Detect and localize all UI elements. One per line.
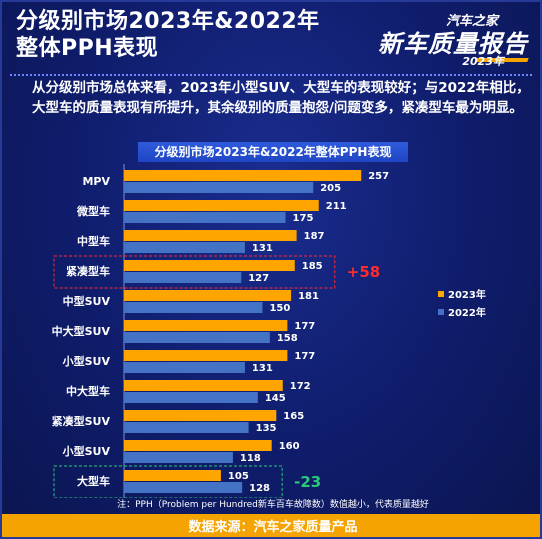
legend-label: 2023年 [448,288,486,301]
legend-swatch-2022 [438,309,444,315]
legend-swatch-2023 [438,291,444,297]
bar-2022 [124,182,314,193]
data-label: 211 [326,201,347,212]
bar-2023 [124,290,292,301]
bar-2022 [124,272,242,283]
bar-2023 [124,410,277,421]
header-divider [10,74,532,76]
data-label: 175 [293,213,314,224]
bar-2022 [124,242,245,253]
bar-2022 [124,392,258,403]
data-label: 158 [277,333,298,344]
summary-text: 从分级别市场总体来看，2023年小型SUV、大型车的表现较好；与2022年相比，… [32,80,530,116]
bar-2023 [124,260,295,271]
bar-2023 [124,320,288,331]
brand-year-text: 2023年 [462,55,504,68]
data-label: 131 [252,243,273,254]
data-label: 145 [265,393,286,404]
bar-2022 [124,452,233,463]
bar-2023 [124,470,221,481]
bar-2022 [124,482,243,493]
data-label: 177 [294,321,315,332]
data-label: 150 [269,303,290,314]
bar-2023 [124,350,288,361]
brand-top-text: 汽车之家 [445,14,498,29]
data-label: 185 [302,261,323,272]
bar-2022 [124,212,286,223]
category-label: 中大型SUV [52,324,111,338]
data-label: 187 [304,231,325,242]
bar-chart: MPV 257 205 微型车 211 175 中型车 187 131 紧凑型车 185 127 中型S… [52,164,486,498]
category-label: 中大型车 [66,384,110,398]
bar-2022 [124,362,245,373]
bar-2023 [124,170,362,181]
bar-2022 [124,422,249,433]
category-label: 微型车 [76,204,110,218]
bar-2023 [124,200,319,211]
change-annotation: -23 [294,473,321,491]
brand-logo: 汽车之家 新车质量报告 2023年 [368,10,529,68]
data-source-footer: 数据来源：汽车之家质量产品 [2,514,540,537]
data-label: 118 [240,453,261,464]
data-label: 131 [252,363,273,374]
data-label: 205 [320,183,341,194]
data-label: 128 [249,483,270,494]
legend-label: 2022年 [448,306,486,319]
change-annotation: +58 [347,263,380,281]
brand-main-text: 新车质量报告 [378,30,528,58]
data-label: 177 [294,351,315,362]
data-label: 257 [368,171,389,182]
category-label: 中型SUV [63,294,111,308]
footnote: 注：PPH（Problem per Hundred新车百车故障数）数值越小，代表… [117,500,429,510]
data-label: 135 [256,423,277,434]
data-label: 165 [283,411,304,422]
category-label: 大型车 [77,474,110,488]
data-label: 160 [279,441,300,452]
bar-2022 [124,332,270,343]
data-label: 105 [228,471,249,482]
page-title: 分级别市场2023年&2022年 整体PPH表现 [16,9,320,61]
data-label: 172 [290,381,311,392]
data-label: 181 [298,291,319,302]
highlight-box [53,255,336,289]
bar-2023 [124,230,297,241]
bar-2023 [124,380,283,391]
category-label: 中型车 [77,234,110,248]
bar-2022 [124,302,263,313]
category-label: 紧凑型车 [66,264,110,278]
category-label: MPV [82,175,110,188]
category-label: 小型SUV [62,354,111,368]
category-label: 小型SUV [62,444,111,458]
category-label: 紧凑型SUV [52,414,111,428]
bar-2023 [124,440,272,451]
data-label: 127 [248,273,269,284]
chart-title: 分级别市场2023年&2022年整体PPH表现 [138,142,408,162]
